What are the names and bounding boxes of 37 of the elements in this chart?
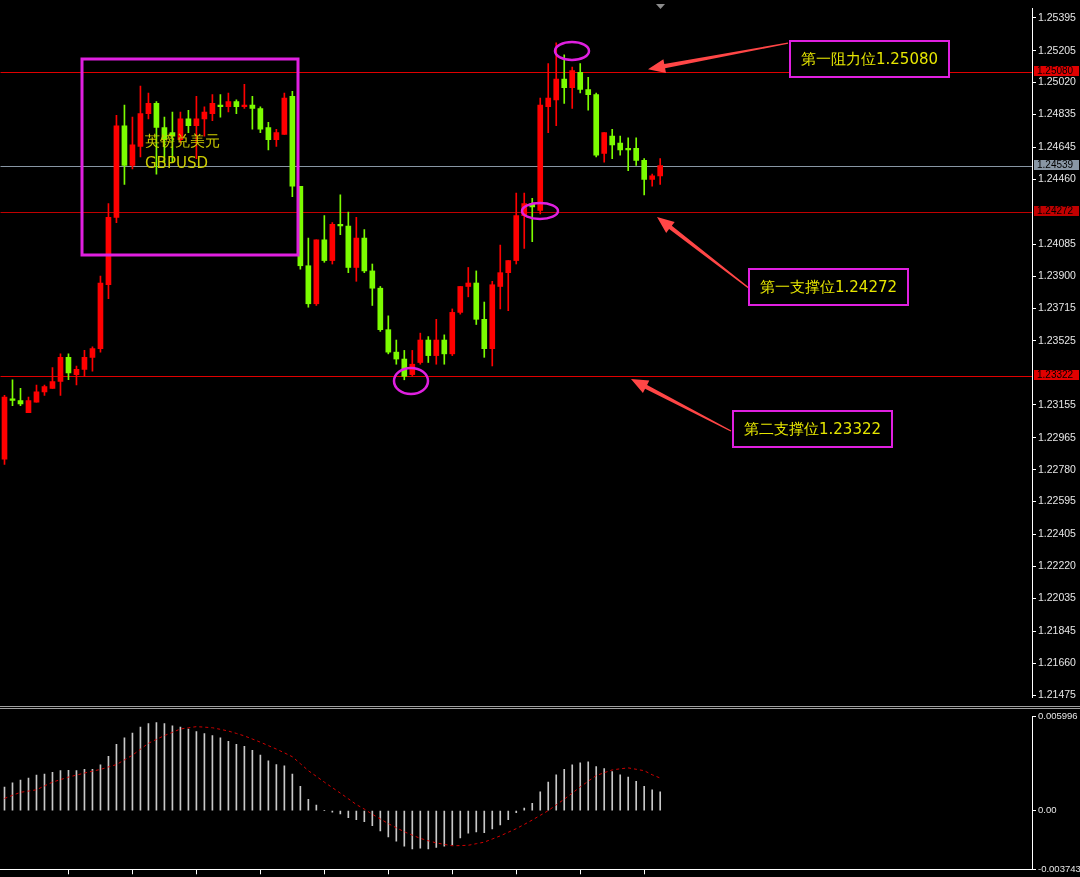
ref-line-label: 1.23322: [1037, 369, 1074, 381]
candlestick: [497, 244, 504, 310]
candlestick: [561, 54, 568, 104]
y-tick-label: 1.22405: [1038, 527, 1077, 540]
ref-line-label: 1.25080: [1037, 65, 1074, 77]
y-tick-label: 1.21845: [1038, 624, 1077, 637]
annotation: 第一阻力位1.25080: [789, 40, 951, 79]
ref-line-label: 1.24272: [1037, 205, 1074, 217]
y-tick-label: 1.22965: [1038, 430, 1077, 443]
y-tick-label: -0.003743: [1038, 862, 1080, 874]
ref-line-label: 1.24539: [1037, 159, 1074, 171]
y-tick-label: 1.24645: [1038, 140, 1077, 153]
y-tick-label: 1.25205: [1038, 43, 1077, 56]
line-series: [4, 726, 661, 847]
y-tick-label: 1.23900: [1038, 269, 1077, 281]
y-tick-label: 1.22220: [1038, 559, 1077, 572]
y-tick-label: 1.23155: [1038, 397, 1077, 410]
y-tick-label: 1.21660: [1038, 656, 1077, 669]
y-tick-label: 1.24460: [1038, 172, 1077, 185]
candlestick: [465, 267, 472, 298]
y-tick-label: 1.22035: [1038, 591, 1077, 604]
y-tick-label: 1.24085: [1038, 237, 1077, 250]
y-tick-label: 1.22780: [1038, 462, 1077, 475]
y-tick-label: 0.005996: [1038, 710, 1078, 722]
annotation: 第一支撑位1.24272: [748, 268, 910, 306]
y-tick-label: 1.23525: [1038, 333, 1077, 346]
y-tick-label: 1.25395: [1038, 10, 1077, 23]
y-tick-label: 1.24835: [1038, 107, 1077, 120]
y-tick-label: 0.00: [1038, 804, 1057, 816]
candlestick: [585, 77, 592, 111]
y-tick-label: 1.21475: [1038, 688, 1077, 700]
y-tick-label: 1.22595: [1038, 494, 1077, 507]
candlestick: [505, 260, 512, 311]
y-tick-label: 1.23715: [1038, 300, 1077, 313]
annotation: 第二支撑位1.23322: [732, 409, 894, 448]
candlestick: [545, 63, 552, 134]
y-tick-label: 1.25020: [1038, 75, 1077, 88]
